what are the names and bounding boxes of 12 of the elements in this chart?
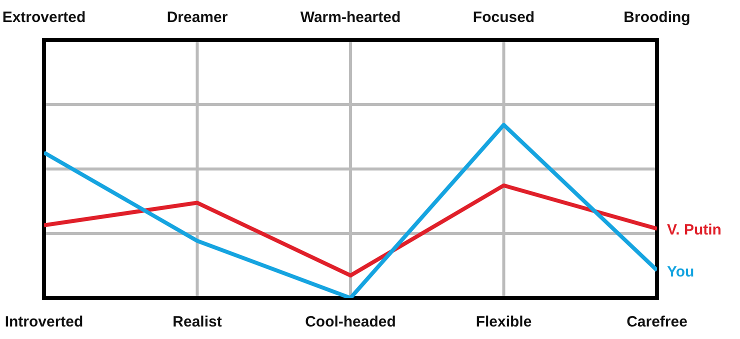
text: Focused — [472, 9, 535, 26]
text: Dreamer — [166, 9, 228, 26]
text: Warm-hearted — [300, 9, 401, 26]
series-label: You — [667, 263, 694, 280]
text: Brooding — [624, 9, 690, 26]
x-tick-label: Realist — [172, 314, 222, 331]
series-label: V. Putin — [667, 222, 722, 239]
x-tick-label: Cool-headed — [305, 314, 396, 331]
x-tick-label: Introverted — [4, 314, 84, 331]
x-tick-label: Carefree — [626, 314, 688, 331]
x-tick-label: Flexible — [476, 314, 532, 331]
text: Extroverted — [2, 9, 86, 26]
